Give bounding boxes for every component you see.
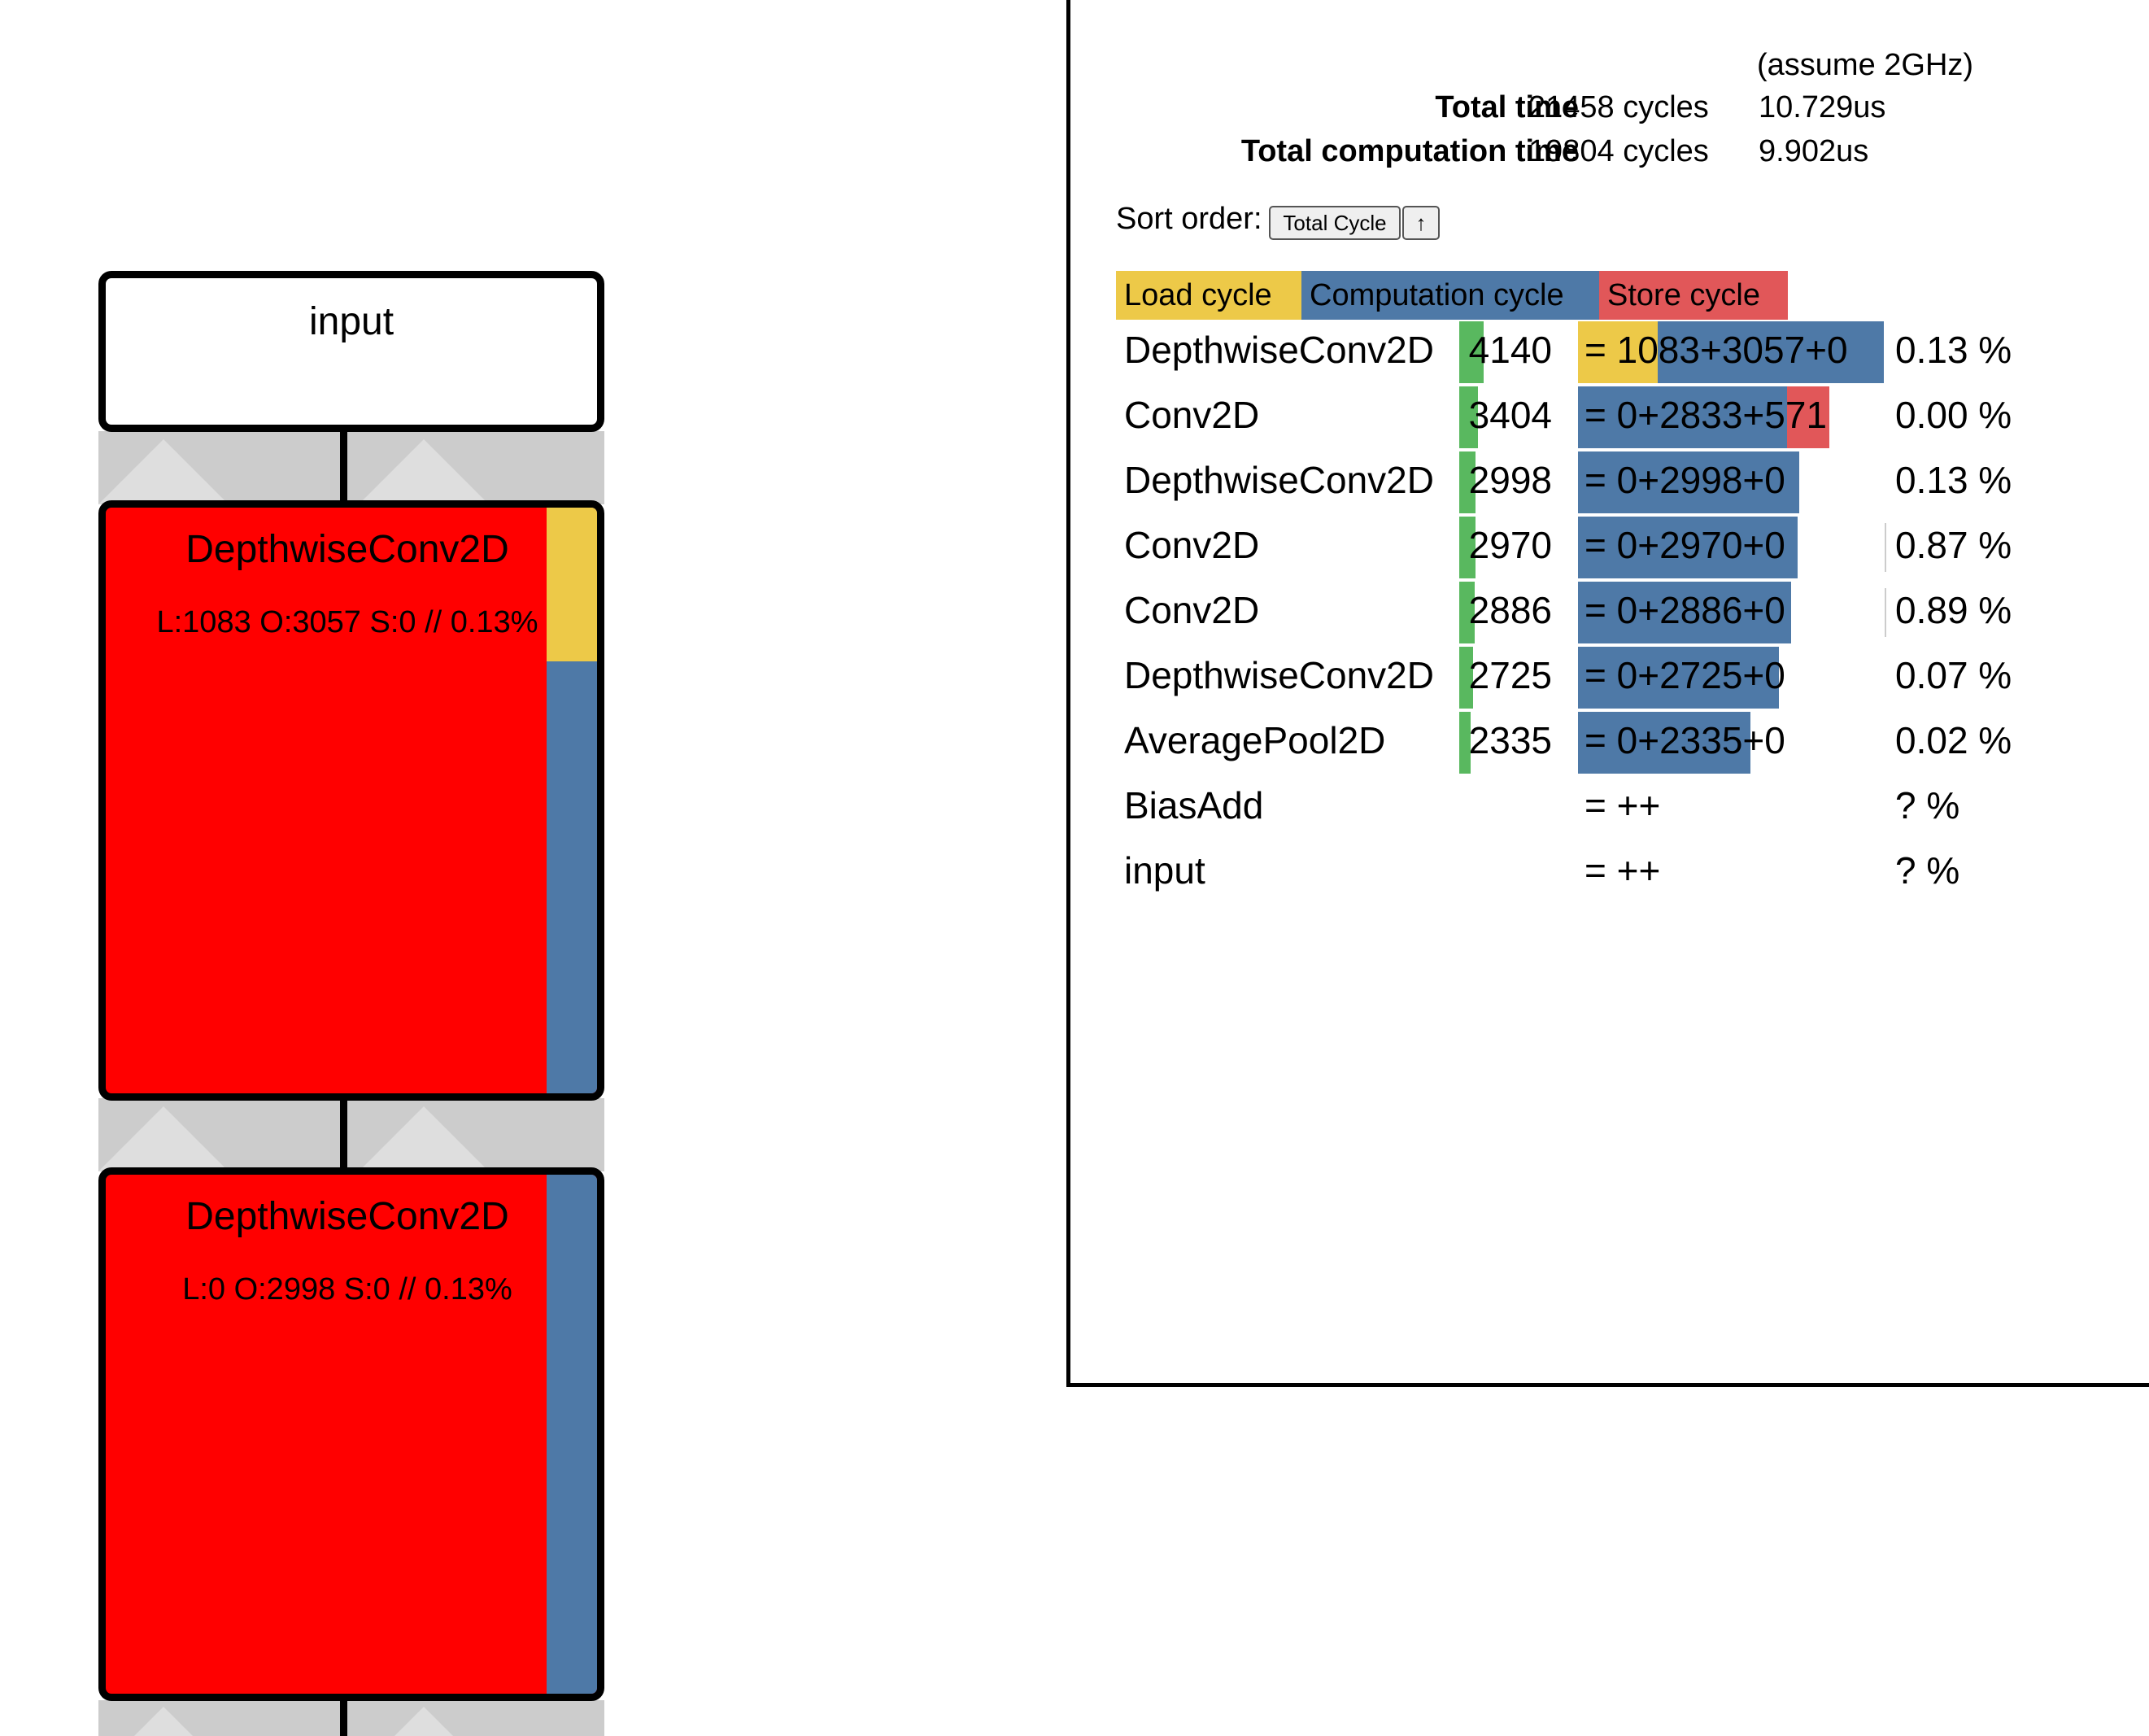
total-cycle-bar [1459, 647, 1473, 709]
layer-cycle-breakdown: = 0+2886+0 [1585, 589, 1785, 631]
layer-cycle-breakdown: = ++ [1585, 784, 1661, 827]
layer-row[interactable]: Conv2D 2886 = 0+2886+0 0.89 % [1070, 582, 2149, 647]
compute-cycle-bar [1658, 321, 1884, 383]
layer-percent: ? % [1895, 849, 1960, 892]
graph-lane [98, 1098, 604, 1171]
layer-row[interactable]: BiasAdd = ++ ? % [1070, 777, 2149, 842]
layer-row[interactable]: AveragePool2D 2335 = 0+2335+0 0.02 % [1070, 712, 2149, 777]
layer-name: DepthwiseConv2D [1124, 459, 1434, 501]
total-time-cycles: 21458 cycles [1528, 90, 1709, 124]
layer-percent: 0.89 % [1895, 589, 2012, 631]
layer-total-cycles: 2335 [1468, 719, 1552, 761]
layer-cycle-breakdown: = 0+2725+0 [1585, 654, 1785, 696]
layer-name: Conv2D [1124, 394, 1260, 436]
compute-cycle-bar [1578, 647, 1780, 709]
total-cycle-bar [1459, 451, 1476, 513]
layer-total-cycles: 2886 [1468, 589, 1552, 631]
graph-node-depthwiseconv2d[interactable]: DepthwiseConv2D L:1083 O:3057 S:0 // 0.1… [98, 500, 604, 1101]
legend-computation: Computation cycle [1301, 271, 1599, 320]
node-cycle-stats: L:0 O:2998 S:0 // 0.13% [182, 1272, 512, 1306]
layer-name: BiasAdd [1124, 784, 1264, 827]
total-cycle-bar [1459, 517, 1476, 578]
graph-edge [340, 427, 347, 508]
graph-edge [340, 1696, 347, 1736]
total-computation-time-cycles: 19804 cycles [1528, 134, 1709, 168]
layer-name: AveragePool2D [1124, 719, 1386, 761]
layer-total-cycles: 3404 [1468, 394, 1552, 436]
graph-edge [340, 1094, 347, 1176]
sort-direction-button[interactable]: ↑ [1402, 206, 1440, 240]
total-computation-time-label: Total computation time [1240, 134, 1579, 168]
layer-cycle-breakdown: = ++ [1585, 849, 1661, 892]
node-title: DepthwiseConv2D [185, 528, 509, 571]
total-cycle-bar [1459, 582, 1475, 643]
layer-name: DepthwiseConv2D [1124, 654, 1434, 696]
layer-row[interactable]: DepthwiseConv2D 2725 = 0+2725+0 0.07 % [1070, 647, 2149, 712]
node-cycle-bar [547, 1175, 597, 1694]
total-computation-time-us: 9.902us [1759, 134, 1869, 168]
layer-percent: 0.87 % [1895, 524, 2012, 566]
layer-percent: 0.07 % [1895, 654, 2012, 696]
store-cycle-bar [1787, 386, 1830, 448]
layer-total-cycles: 2998 [1468, 459, 1552, 501]
layer-cycle-breakdown: = 0+2970+0 [1585, 524, 1785, 566]
graph-lane [98, 1700, 604, 1736]
layer-cycle-breakdown: = 0+2833+571 [1585, 394, 1828, 436]
layer-percent: 0.02 % [1895, 719, 2012, 761]
layer-percent: ? % [1895, 784, 1960, 827]
layer-percent: 0.13 % [1895, 459, 2012, 501]
sort-order-label: Sort order: [1116, 202, 1262, 236]
profile-panel: (assume 2GHz) Total time 21458 cycles 10… [1066, 0, 2149, 1387]
model-graph[interactable]: input DepthwiseConv2D L:1083 O:3057 S:0 … [0, 0, 1057, 1736]
layer-cycle-breakdown: = 0+2998+0 [1585, 459, 1785, 501]
layer-name: DepthwiseConv2D [1124, 329, 1434, 371]
load-cycle-bar [1578, 321, 1659, 383]
graph-node-input[interactable]: input [98, 271, 604, 432]
compute-cycle-bar [1578, 386, 1788, 448]
layer-row[interactable]: DepthwiseConv2D 4140 = 1083+3057+0 0.13 % [1070, 321, 2149, 386]
node-load-bar [547, 508, 597, 661]
layer-name: Conv2D [1124, 524, 1260, 566]
layer-percent: 0.13 % [1895, 329, 2012, 371]
layer-cycle-breakdown: = 0+2335+0 [1585, 719, 1785, 761]
total-time-label: Total time [1435, 90, 1579, 124]
layer-total-cycles: 2970 [1468, 524, 1552, 566]
layer-total-cycles: 2725 [1468, 654, 1552, 696]
layer-row[interactable]: DepthwiseConv2D 2998 = 0+2998+0 0.13 % [1070, 451, 2149, 517]
node-cycle-bar [547, 508, 597, 1093]
clock-note: (assume 2GHz) [1757, 48, 1974, 82]
total-time-us: 10.729us [1759, 90, 1886, 124]
layer-row[interactable]: Conv2D 3404 = 0+2833+571 0.00 % [1070, 386, 2149, 451]
legend-store: Store cycle [1599, 271, 1788, 320]
node-title: input [308, 300, 394, 343]
layer-total-cycles: 4140 [1468, 329, 1552, 371]
layer-row[interactable]: Conv2D 2970 = 0+2970+0 0.87 % [1070, 517, 2149, 582]
compute-cycle-bar [1578, 712, 1751, 774]
percent-divider [1885, 588, 1886, 637]
compute-cycle-bar [1578, 451, 1800, 513]
total-cycle-bar [1459, 321, 1484, 383]
compute-cycle-bar [1578, 582, 1792, 643]
layer-cycle-breakdown: = 1083+3057+0 [1585, 329, 1848, 371]
total-cycle-bar [1459, 386, 1478, 448]
layer-name: input [1124, 849, 1205, 892]
legend-load: Load cycle [1116, 271, 1301, 320]
node-cycle-stats: L:1083 O:3057 S:0 // 0.13% [156, 605, 538, 639]
sort-key-button[interactable]: Total Cycle [1269, 206, 1401, 240]
compute-cycle-bar [1578, 517, 1798, 578]
graph-lane [98, 431, 604, 504]
percent-divider [1885, 523, 1886, 572]
layer-name: Conv2D [1124, 589, 1260, 631]
total-cycle-bar [1459, 712, 1471, 774]
node-title: DepthwiseConv2D [185, 1195, 509, 1238]
graph-node-depthwiseconv2d[interactable]: DepthwiseConv2D L:0 O:2998 S:0 // 0.13% [98, 1167, 604, 1701]
layer-row[interactable]: input = ++ ? % [1070, 842, 2149, 907]
layer-percent: 0.00 % [1895, 394, 2012, 436]
